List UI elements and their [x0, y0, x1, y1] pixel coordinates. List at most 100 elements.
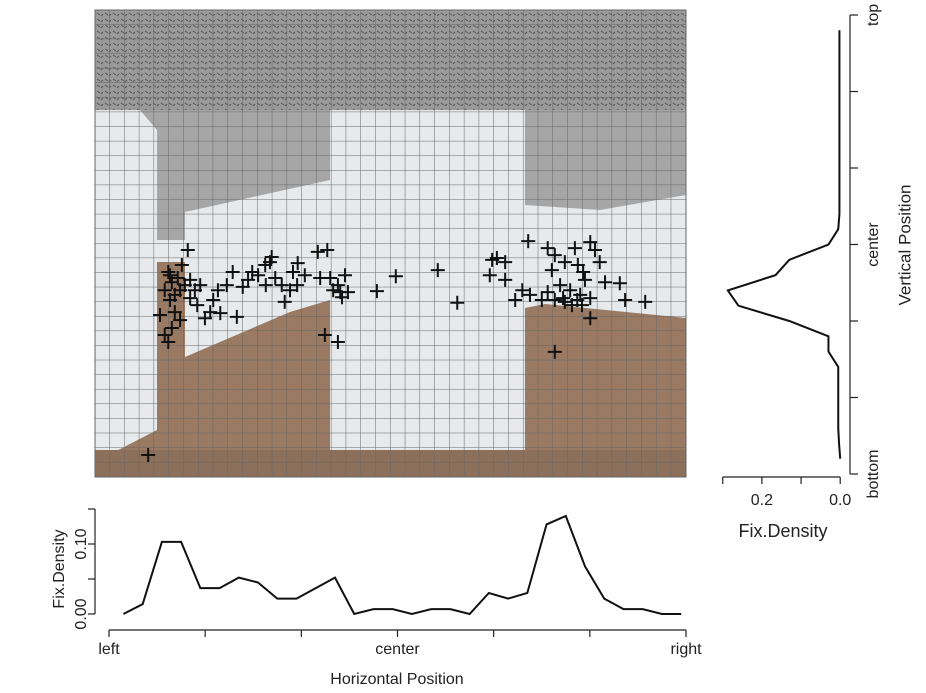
fixation-marker [210, 283, 225, 298]
fixation-marker [547, 293, 562, 308]
fixation-marker [587, 243, 602, 258]
fixation-marker [297, 268, 312, 283]
fixation-marker [285, 264, 300, 279]
x-tick-label: left [98, 641, 120, 658]
fixation-marker [190, 298, 205, 313]
y-axis-title: Fix.Density [51, 529, 68, 608]
fixation-marker [268, 271, 283, 286]
fixation-marker [553, 278, 568, 293]
fixation-marker [277, 294, 292, 309]
fixation-marker [515, 283, 530, 298]
fixation-marker [508, 293, 523, 308]
fixation-marker [157, 328, 172, 343]
fixation-marker [163, 268, 178, 283]
fixation-marker [337, 268, 352, 283]
fixation-marker [225, 264, 240, 279]
fixation-marker [251, 268, 266, 283]
y-tick-label: bottom [865, 450, 882, 499]
fixation-marker [547, 344, 562, 359]
fixation-marker [544, 263, 559, 278]
fixation-marker [564, 298, 579, 313]
fixation-marker [274, 278, 289, 293]
y-tick-label: 0.10 [73, 528, 90, 559]
fixation-marker [540, 241, 555, 256]
fixation-marker [219, 278, 234, 293]
fixation-marker [161, 335, 176, 350]
fixation-marker [161, 264, 176, 279]
fixation-marker [310, 244, 325, 259]
fixation-marker [317, 328, 332, 343]
fixation-marker [141, 448, 156, 463]
x-axis-title: Fix.Density [738, 521, 827, 541]
fixation-marker [598, 275, 613, 290]
fixation-marker [330, 278, 345, 293]
fixation-marker [183, 272, 198, 287]
fixation-marker [330, 335, 345, 350]
fixation-marker [482, 268, 497, 283]
scene-image [94, 9, 687, 478]
fixation-marker [570, 257, 585, 272]
fixation-marker [522, 287, 537, 302]
fixation-marker [290, 278, 305, 293]
fixation-marker [206, 293, 221, 308]
fixation-marker [612, 276, 627, 291]
y-tick-label: top [865, 4, 882, 26]
fixation-marker [157, 283, 172, 298]
y-axis-title: Vertical Position [895, 185, 914, 306]
fixation-marker [245, 264, 260, 279]
fixation-marker [498, 272, 513, 287]
fixation-marker [573, 287, 588, 302]
fixation-marker [540, 285, 555, 300]
fixation-marker [235, 279, 250, 294]
fixation-marker [489, 250, 504, 265]
fixation-marker [563, 283, 578, 298]
fixation-marker [283, 283, 298, 298]
fixation-marker [592, 255, 607, 270]
fixation-marker [241, 272, 256, 287]
fixation-marker [388, 269, 403, 284]
fixation-marker [229, 309, 244, 324]
fixation-marker [583, 311, 598, 326]
fixation-marker [193, 278, 208, 293]
fixation-marker [430, 263, 445, 278]
density-line [122, 514, 682, 616]
fixation-marker [167, 305, 182, 320]
fixation-marker [557, 294, 572, 309]
fixation-marker [521, 234, 536, 249]
fixation-marker [258, 278, 273, 293]
fixation-marker [320, 243, 335, 258]
x-tick-label: center [375, 641, 420, 658]
y-tick-label: center [865, 222, 882, 267]
fixation-marker [534, 293, 549, 308]
fixation-marker [450, 295, 465, 310]
fixation-marker [174, 257, 189, 272]
fixation-marker [618, 293, 633, 308]
fixation-marker [557, 255, 572, 270]
fixation-marker [583, 291, 598, 306]
x-tick-label: right [670, 641, 702, 658]
fixation-marker [638, 294, 653, 309]
x-axis-title: Horizontal Position [330, 671, 463, 688]
fixation-marker [547, 248, 562, 263]
fixation-marker [183, 291, 198, 306]
fixation-marker [567, 241, 582, 256]
fixation-marker [323, 271, 338, 286]
fixation-marker [369, 284, 384, 299]
fixation-marker [153, 307, 168, 322]
fixation-marker [173, 283, 188, 298]
density-line [726, 30, 842, 459]
fixation-marker [583, 235, 598, 250]
fixation-marker [173, 313, 188, 328]
fixation-marker [164, 321, 179, 336]
fixation-marker [264, 250, 279, 265]
x-tick-label: 0.2 [751, 492, 773, 509]
fixation-marker [498, 255, 513, 270]
fixation-marker [576, 264, 591, 279]
fixation-marker [333, 285, 348, 300]
fixation-marker [213, 306, 228, 321]
x-tick-label: 0.0 [829, 492, 851, 509]
fixation-marker [290, 256, 305, 271]
fixation-marker [170, 271, 185, 286]
